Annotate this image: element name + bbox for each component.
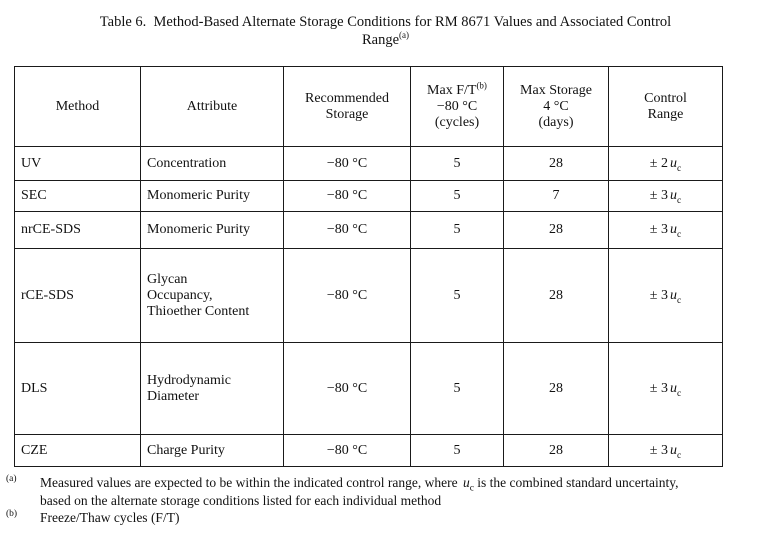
cell-control-range: ± 3 uc <box>608 180 723 213</box>
cell-recommended-storage: −80 °C <box>283 146 411 182</box>
cell-method: rCE-SDS <box>14 248 141 344</box>
table-title-footnote-marker: (a) <box>399 30 410 41</box>
max-ft-footnote-marker: (b) <box>476 80 487 91</box>
cell-max-storage-days: 28 <box>503 211 609 250</box>
cell-method: UV <box>14 146 141 182</box>
cell-max-ft-cycles: 5 <box>410 211 504 250</box>
col-header-recommended-storage: Recommended Storage <box>283 66 411 148</box>
footnote-a-marker: (a) <box>6 474 17 485</box>
footnote-b-marker: (b) <box>6 509 18 520</box>
cell-max-ft-cycles: 5 <box>410 180 504 213</box>
cell-max-ft-cycles: 5 <box>410 146 504 182</box>
cell-control-range: ± 3 uc <box>608 248 723 344</box>
cell-recommended-storage: −80 °C <box>283 211 411 250</box>
table-header-row: Method Attribute Recommended Storage Max… <box>14 66 723 148</box>
cell-control-range: ± 3 uc <box>608 211 723 250</box>
col-header-attribute: Attribute <box>140 66 284 148</box>
col-header-max-storage: Max Storage 4 °C (days) <box>503 66 609 148</box>
col-header-method: Method <box>14 66 141 148</box>
cell-max-storage-days: 28 <box>503 434 609 468</box>
cell-max-storage-days: 28 <box>503 248 609 344</box>
cell-attribute: Charge Purity <box>140 434 284 468</box>
cell-recommended-storage: −80 °C <box>283 180 411 213</box>
cell-control-range: ± 2 uc <box>608 146 723 182</box>
cell-recommended-storage: −80 °C <box>283 248 411 344</box>
cell-max-ft-cycles: 5 <box>410 434 504 468</box>
cell-attribute: Monomeric Purity <box>140 180 284 213</box>
footnote-b-text: Freeze/Thaw cycles (F/T) <box>40 510 180 526</box>
cell-control-range: ± 3 uc <box>608 342 723 436</box>
footnote-a-text: Measured values are expected to be withi… <box>40 475 679 508</box>
footnote-b: (b) Freeze/Thaw cycles (F/T) <box>4 509 767 527</box>
table-row-nrce-sds: nrCE-SDS Monomeric Purity −80 °C 5 28 ± … <box>14 211 723 250</box>
table-row-sec: SEC Monomeric Purity −80 °C 5 7 ± 3 uc <box>14 180 723 213</box>
cell-method: nrCE-SDS <box>14 211 141 250</box>
cell-max-ft-cycles: 5 <box>410 342 504 436</box>
table-footnotes: (a) Measured values are expected to be w… <box>4 474 767 527</box>
cell-control-range: ± 3 uc <box>608 434 723 468</box>
storage-conditions-table: Method Attribute Recommended Storage Max… <box>14 66 723 468</box>
cell-method: CZE <box>14 434 141 468</box>
cell-max-ft-cycles: 5 <box>410 248 504 344</box>
cell-attribute: Hydrodynamic Diameter <box>140 342 284 436</box>
table-row-dls: DLS Hydrodynamic Diameter −80 °C 5 28 ± … <box>14 342 723 436</box>
cell-max-storage-days: 28 <box>503 146 609 182</box>
cell-method: DLS <box>14 342 141 436</box>
cell-max-storage-days: 7 <box>503 180 609 213</box>
table-row-cze: CZE Charge Purity −80 °C 5 28 ± 3 uc <box>14 434 723 468</box>
table-title-line2: Range <box>361 32 400 49</box>
cell-attribute: Monomeric Purity <box>140 211 284 250</box>
cell-max-storage-days: 28 <box>503 342 609 436</box>
table-row-rce-sds: rCE-SDS Glycan Occupancy, Thioether Cont… <box>14 248 723 344</box>
cell-recommended-storage: −80 °C <box>283 434 411 468</box>
cell-attribute: Glycan Occupancy, Thioether Content <box>140 248 284 344</box>
cell-recommended-storage: −80 °C <box>283 342 411 436</box>
table-title: Table 6. Method-Based Alternate Storage … <box>18 13 753 49</box>
table-row-uv: UV Concentration −80 °C 5 28 ± 2 uc <box>14 146 723 182</box>
col-header-control-range: Control Range <box>608 66 723 148</box>
cell-attribute: Concentration <box>140 146 284 182</box>
table-title-line1: Table 6. Method-Based Alternate Storage … <box>99 14 672 30</box>
footnote-a: (a) Measured values are expected to be w… <box>4 474 767 509</box>
col-header-max-ft: Max F/T(b) −80 °C (cycles) <box>410 66 504 148</box>
cell-method: SEC <box>14 180 141 213</box>
